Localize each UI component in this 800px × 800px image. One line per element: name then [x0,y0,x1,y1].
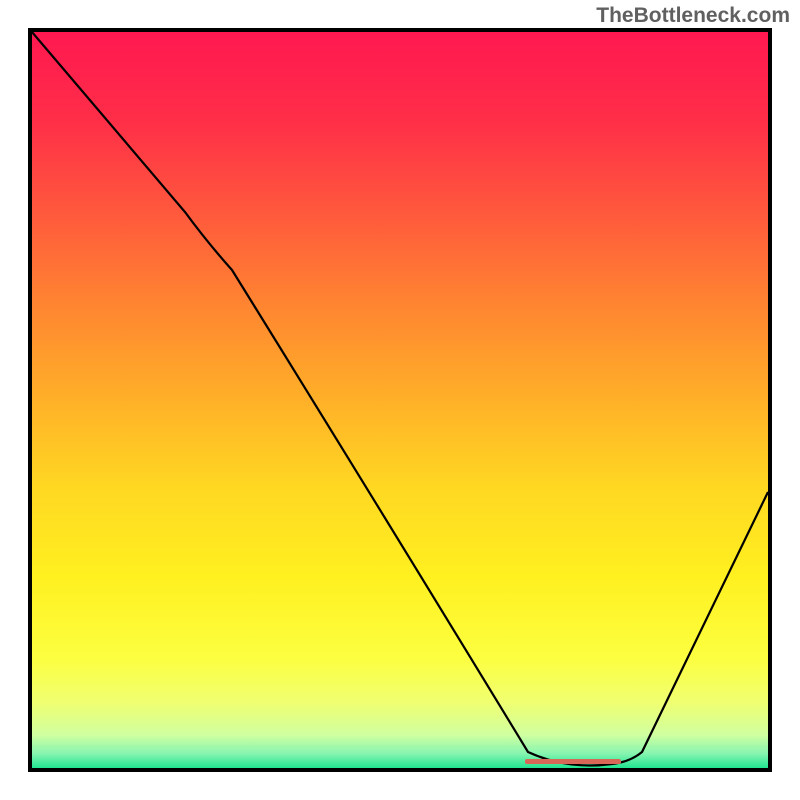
chart-area [28,28,772,772]
optimal-marker [525,759,621,764]
bottleneck-curve [32,32,768,768]
watermark-text: TheBottleneck.com [596,4,790,28]
